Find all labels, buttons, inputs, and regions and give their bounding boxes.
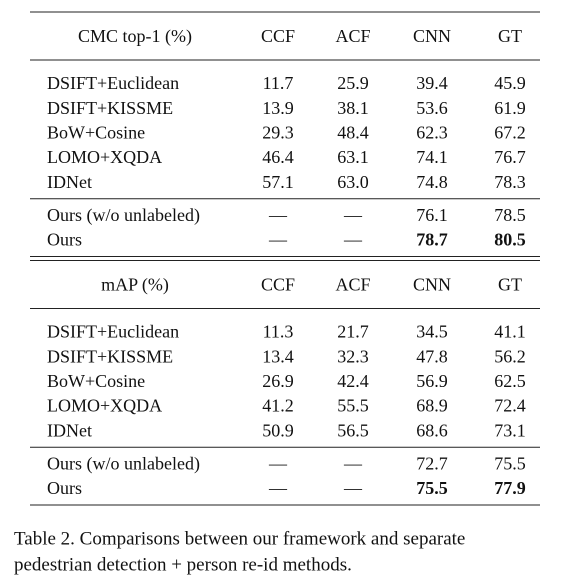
value-cell: 77.9: [494, 478, 526, 498]
value-cell: 50.9: [262, 420, 294, 440]
header-cell: CNN: [413, 26, 451, 46]
value-cell: 53.6: [416, 98, 448, 118]
value-cell: —: [268, 478, 288, 498]
value-cell: 78.7: [416, 230, 448, 250]
value-cell: 41.2: [262, 396, 294, 416]
value-cell: 21.7: [337, 322, 369, 342]
caption-line: pedestrian detection + person re-id meth…: [14, 554, 352, 575]
value-cell: 55.5: [337, 396, 369, 416]
value-cell: 61.9: [494, 98, 526, 118]
header-cell: CMC top-1 (%): [78, 26, 192, 47]
value-cell: —: [268, 453, 288, 473]
value-cell: 62.3: [416, 123, 448, 143]
value-cell: 11.3: [263, 322, 294, 342]
value-cell: 72.7: [416, 453, 448, 473]
value-cell: —: [268, 205, 288, 225]
value-cell: —: [343, 205, 363, 225]
method-name: Ours: [47, 230, 82, 250]
header-cell: GT: [498, 26, 522, 46]
method-name: BoW+Cosine: [47, 123, 145, 143]
value-cell: 11.7: [263, 73, 294, 93]
value-cell: 78.3: [494, 172, 526, 192]
method-name: LOMO+XQDA: [47, 396, 162, 416]
value-cell: 39.4: [416, 73, 448, 93]
value-cell: 63.0: [337, 172, 369, 192]
value-cell: 63.1: [337, 147, 369, 167]
header-cell: CNN: [413, 275, 451, 295]
value-cell: —: [343, 230, 363, 250]
value-cell: 76.7: [494, 147, 526, 167]
value-cell: 72.4: [494, 396, 526, 416]
value-cell: 41.1: [494, 322, 526, 342]
header-cell: mAP (%): [101, 275, 169, 296]
method-name: IDNet: [47, 172, 92, 192]
method-name: BoW+Cosine: [47, 371, 145, 391]
value-cell: 34.5: [416, 322, 448, 342]
method-name: IDNet: [47, 420, 92, 440]
value-cell: 13.9: [262, 98, 294, 118]
value-cell: —: [343, 453, 363, 473]
value-cell: 38.1: [337, 98, 369, 118]
value-cell: 29.3: [262, 123, 294, 143]
value-cell: 56.5: [337, 420, 369, 440]
value-cell: 13.4: [262, 346, 294, 366]
method-name: DSIFT+Euclidean: [47, 322, 179, 342]
value-cell: 68.6: [416, 420, 448, 440]
header-cell: ACF: [335, 275, 370, 295]
value-cell: 32.3: [337, 346, 369, 366]
value-cell: 78.5: [494, 205, 526, 225]
value-cell: 46.4: [262, 147, 294, 167]
value-cell: 76.1: [416, 205, 448, 225]
value-cell: 56.9: [416, 371, 448, 391]
value-cell: 56.2: [494, 346, 526, 366]
caption-line: Table 2. Comparisons between our framewo…: [14, 528, 465, 549]
value-cell: 68.9: [416, 396, 448, 416]
header-cell: CCF: [261, 26, 295, 46]
header-cell: GT: [498, 275, 522, 295]
method-name: LOMO+XQDA: [47, 147, 162, 167]
value-cell: 75.5: [416, 478, 448, 498]
value-cell: 80.5: [494, 230, 526, 250]
method-name: DSIFT+KISSME: [47, 98, 173, 118]
value-cell: 26.9: [262, 371, 294, 391]
value-cell: 67.2: [494, 123, 526, 143]
method-name: Ours (w/o unlabeled): [47, 453, 200, 474]
value-cell: 48.4: [337, 123, 369, 143]
method-name: Ours (w/o unlabeled): [47, 205, 200, 226]
value-cell: 25.9: [337, 73, 369, 93]
value-cell: —: [268, 230, 288, 250]
header-cell: CCF: [261, 275, 295, 295]
value-cell: 73.1: [494, 420, 526, 440]
value-cell: —: [343, 478, 363, 498]
method-name: DSIFT+Euclidean: [47, 73, 179, 93]
value-cell: 42.4: [337, 371, 369, 391]
method-name: DSIFT+KISSME: [47, 346, 173, 366]
method-name: Ours: [47, 478, 82, 498]
value-cell: 57.1: [262, 172, 294, 192]
header-cell: ACF: [335, 26, 370, 46]
value-cell: 74.1: [416, 147, 448, 167]
value-cell: 62.5: [494, 371, 526, 391]
value-cell: 45.9: [494, 73, 526, 93]
value-cell: 47.8: [416, 346, 448, 366]
value-cell: 75.5: [494, 453, 526, 473]
value-cell: 74.8: [416, 172, 448, 192]
